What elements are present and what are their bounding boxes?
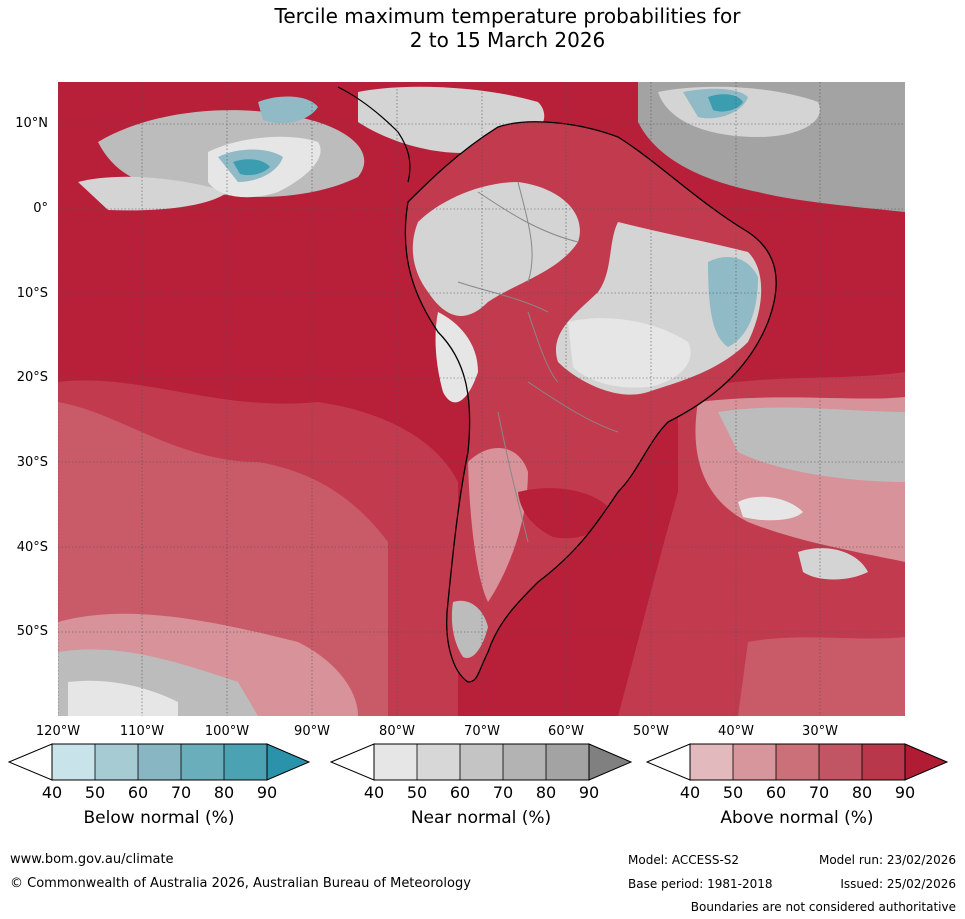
south-atlantic-above-70 — [738, 637, 905, 716]
lat-label-50s: 50°S — [16, 624, 48, 639]
lon-label-100w: 100°W — [204, 724, 250, 739]
map-canvas — [58, 82, 905, 716]
colorbar-below-tick-90: 90 — [256, 783, 278, 802]
colorbar-below-tick-70: 70 — [170, 783, 192, 802]
lat-label-0: 0° — [33, 201, 48, 216]
colorbar-above-outline — [689, 743, 906, 781]
lon-label-60w: 60°W — [548, 724, 584, 739]
eastern-pacific-below-80 — [233, 159, 270, 176]
colorbar-above-tick-90: 90 — [894, 783, 916, 802]
website-link[interactable]: www.bom.gov.au/climate — [10, 852, 174, 867]
graticule — [58, 82, 905, 716]
colorbar-near-bin-1 — [374, 744, 417, 780]
colorbar-below-bin-4 — [181, 744, 224, 780]
colorbar-below-under — [8, 743, 53, 781]
lon-label-110w: 110°W — [119, 724, 165, 739]
colorbar-above-bin-4 — [819, 744, 862, 780]
southern-cone-above-90 — [518, 488, 613, 539]
lon-label-80w: 80°W — [379, 724, 415, 739]
south-atlantic-near-50 — [738, 496, 803, 521]
lon-label-120w: 120°W — [35, 724, 81, 739]
colorbar-near-bin-5 — [546, 744, 589, 780]
colorbar-below-dividers — [94, 744, 225, 780]
colorbar-above-dividers — [732, 744, 863, 780]
pacific-near-50-region — [68, 680, 178, 716]
lon-label-30w: 30°W — [802, 724, 838, 739]
model-text: Model: ACCESS-S2 — [628, 853, 740, 867]
andes-north-near-normal — [412, 182, 580, 316]
model-run-text: Model run: 23/02/2026 — [818, 853, 956, 867]
colorbar-near-normal — [330, 743, 632, 781]
colorbar-below-tick-50: 50 — [84, 783, 106, 802]
colorbar-near-tick-60: 60 — [449, 783, 471, 802]
eastern-pacific-near-60 — [78, 176, 228, 211]
lon-label-70w: 70°W — [464, 724, 500, 739]
south-atlantic-near-60-patch — [798, 548, 868, 580]
colorbar-near-title: Near normal (%) — [410, 808, 552, 828]
colorbar-near-bin-2 — [417, 744, 460, 780]
lon-label-90w: 90°W — [294, 724, 330, 739]
patagonia-near-normal — [451, 600, 488, 658]
colorbar-above-tick-80: 80 — [851, 783, 873, 802]
colorbar-below-tick-40: 40 — [41, 783, 63, 802]
colorbar-above-bin-5 — [862, 744, 905, 780]
colorbar-below-bin-5 — [224, 744, 267, 780]
colorbar-below-over — [266, 743, 310, 781]
colorbar-above-normal — [646, 743, 948, 781]
central-america-pacific-below — [258, 96, 318, 124]
lon-label-50w: 50°W — [633, 724, 669, 739]
central-america-coastline — [337, 86, 411, 183]
colorbar-below-bin-3 — [138, 744, 181, 780]
south-america-coastline — [404, 121, 777, 683]
colorbar-near-bin-3 — [460, 744, 503, 780]
colorbar-above-tick-70: 70 — [808, 783, 830, 802]
tropical-atlantic-below-80 — [708, 94, 743, 112]
colorbar-below-bin-1 — [52, 744, 95, 780]
lat-label-10s: 10°S — [16, 286, 48, 301]
argentina-above-60 — [468, 448, 528, 602]
country-boundaries — [457, 181, 619, 543]
colorbar-below-bin-2 — [95, 744, 138, 780]
disclaimer-text: Boundaries are not considered authoritat… — [690, 900, 956, 914]
colorbar-near-tick-50: 50 — [406, 783, 428, 802]
lon-label-40w: 40°W — [718, 724, 754, 739]
colorbar-above-tick-50: 50 — [722, 783, 744, 802]
brazil-east-below-60 — [708, 257, 758, 347]
colorbar-below-normal — [8, 743, 310, 781]
colorbar-near-bin-4 — [503, 744, 546, 780]
lat-label-30s: 30°S — [16, 455, 48, 470]
title-line-1: Tercile maximum temperature probabilitie… — [274, 4, 741, 28]
title-line-2: 2 to 15 March 2026 — [409, 28, 606, 52]
colorbar-above-bin-3 — [776, 744, 819, 780]
probability-map — [58, 82, 905, 716]
colorbar-above-title: Above normal (%) — [720, 808, 874, 828]
colorbar-below-title: Below normal (%) — [83, 808, 235, 828]
lat-label-20s: 20°S — [16, 370, 48, 385]
colorbar-above-under — [646, 743, 691, 781]
map-title: Tercile maximum temperature probabilitie… — [0, 4, 965, 52]
colorbar-above-tick-60: 60 — [765, 783, 787, 802]
issued-text: Issued: 25/02/2026 — [840, 877, 956, 891]
colorbar-below-tick-60: 60 — [127, 783, 149, 802]
brazil-near-50 — [568, 318, 691, 388]
colorbar-above-bin-2 — [733, 744, 776, 780]
lat-label-10n: 10°N — [15, 116, 48, 131]
colorbar-near-tick-40: 40 — [363, 783, 385, 802]
colorbar-above-over — [904, 743, 948, 781]
colorbar-near-dividers — [416, 744, 547, 780]
south-atlantic-near-normal — [718, 407, 905, 482]
base-period-text: Base period: 1981-2018 — [628, 877, 773, 891]
lat-label-40s: 40°S — [16, 540, 48, 555]
colorbar-above-bin-1 — [690, 744, 733, 780]
colorbar-above-tick-40: 40 — [679, 783, 701, 802]
colorbar-near-tick-90: 90 — [578, 783, 600, 802]
colorbar-near-under — [330, 743, 375, 781]
colorbar-below-tick-80: 80 — [213, 783, 235, 802]
colorbar-near-outline — [373, 743, 590, 781]
colorbar-near-tick-80: 80 — [535, 783, 557, 802]
copyright-text: © Commonwealth of Australia 2026, Austra… — [10, 876, 471, 891]
colorbar-near-tick-70: 70 — [492, 783, 514, 802]
colorbar-below-outline — [51, 743, 268, 781]
colorbar-near-over — [588, 743, 632, 781]
